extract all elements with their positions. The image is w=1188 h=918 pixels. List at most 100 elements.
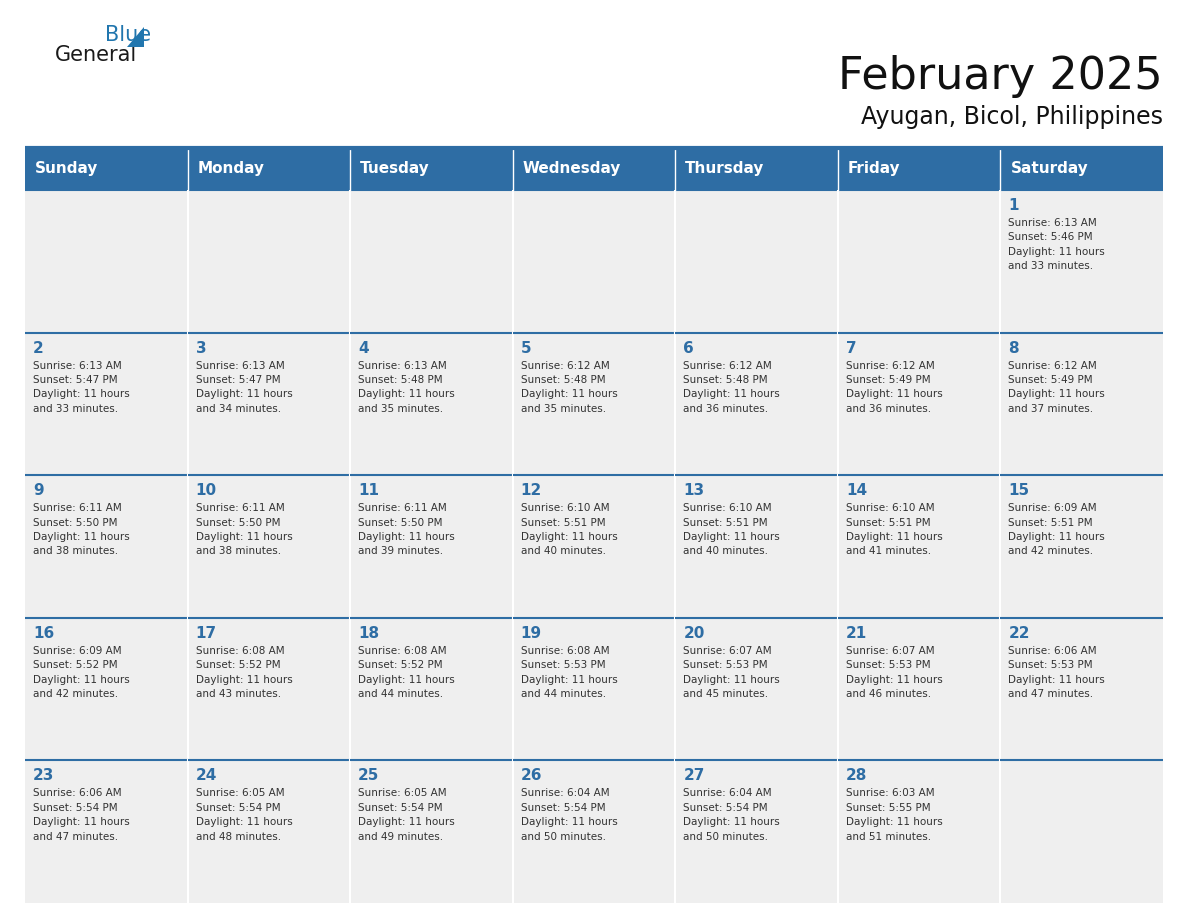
Text: 8: 8 xyxy=(1009,341,1019,355)
Text: 3: 3 xyxy=(196,341,207,355)
Text: 28: 28 xyxy=(846,768,867,783)
Text: 25: 25 xyxy=(358,768,379,783)
Text: Sunrise: 6:12 AM
Sunset: 5:49 PM
Daylight: 11 hours
and 36 minutes.: Sunrise: 6:12 AM Sunset: 5:49 PM Dayligh… xyxy=(846,361,942,414)
Text: Sunrise: 6:09 AM
Sunset: 5:52 PM
Daylight: 11 hours
and 42 minutes.: Sunrise: 6:09 AM Sunset: 5:52 PM Dayligh… xyxy=(33,645,129,699)
Text: Sunrise: 6:07 AM
Sunset: 5:53 PM
Daylight: 11 hours
and 45 minutes.: Sunrise: 6:07 AM Sunset: 5:53 PM Dayligh… xyxy=(683,645,781,699)
Text: Sunrise: 6:08 AM
Sunset: 5:52 PM
Daylight: 11 hours
and 43 minutes.: Sunrise: 6:08 AM Sunset: 5:52 PM Dayligh… xyxy=(196,645,292,699)
Text: Sunrise: 6:11 AM
Sunset: 5:50 PM
Daylight: 11 hours
and 38 minutes.: Sunrise: 6:11 AM Sunset: 5:50 PM Dayligh… xyxy=(196,503,292,556)
Bar xyxy=(350,148,513,190)
Text: 12: 12 xyxy=(520,483,542,498)
Polygon shape xyxy=(127,27,144,47)
Bar xyxy=(675,148,838,190)
Text: 20: 20 xyxy=(683,626,704,641)
Text: Ayugan, Bicol, Philippines: Ayugan, Bicol, Philippines xyxy=(861,105,1163,129)
Bar xyxy=(838,332,1000,476)
Text: 7: 7 xyxy=(846,341,857,355)
Bar xyxy=(25,476,188,618)
Bar xyxy=(513,332,675,476)
Bar xyxy=(350,618,513,760)
Bar xyxy=(675,476,838,618)
Text: Sunrise: 6:10 AM
Sunset: 5:51 PM
Daylight: 11 hours
and 40 minutes.: Sunrise: 6:10 AM Sunset: 5:51 PM Dayligh… xyxy=(683,503,781,556)
Text: Sunrise: 6:07 AM
Sunset: 5:53 PM
Daylight: 11 hours
and 46 minutes.: Sunrise: 6:07 AM Sunset: 5:53 PM Dayligh… xyxy=(846,645,942,699)
Bar xyxy=(675,760,838,903)
Text: Sunrise: 6:12 AM
Sunset: 5:49 PM
Daylight: 11 hours
and 37 minutes.: Sunrise: 6:12 AM Sunset: 5:49 PM Dayligh… xyxy=(1009,361,1105,414)
Text: Sunrise: 6:12 AM
Sunset: 5:48 PM
Daylight: 11 hours
and 35 minutes.: Sunrise: 6:12 AM Sunset: 5:48 PM Dayligh… xyxy=(520,361,618,414)
Bar xyxy=(838,476,1000,618)
Bar xyxy=(188,618,350,760)
Text: Tuesday: Tuesday xyxy=(360,162,430,176)
Text: Sunday: Sunday xyxy=(34,162,99,176)
Bar xyxy=(188,760,350,903)
Text: 4: 4 xyxy=(358,341,368,355)
Bar xyxy=(25,760,188,903)
Text: Thursday: Thursday xyxy=(685,162,765,176)
Text: Sunrise: 6:05 AM
Sunset: 5:54 PM
Daylight: 11 hours
and 49 minutes.: Sunrise: 6:05 AM Sunset: 5:54 PM Dayligh… xyxy=(358,789,455,842)
Bar xyxy=(513,760,675,903)
Bar xyxy=(838,190,1000,332)
Text: February 2025: February 2025 xyxy=(839,55,1163,98)
Text: 6: 6 xyxy=(683,341,694,355)
Text: Monday: Monday xyxy=(197,162,265,176)
Text: Sunrise: 6:04 AM
Sunset: 5:54 PM
Daylight: 11 hours
and 50 minutes.: Sunrise: 6:04 AM Sunset: 5:54 PM Dayligh… xyxy=(520,789,618,842)
Text: Sunrise: 6:13 AM
Sunset: 5:47 PM
Daylight: 11 hours
and 33 minutes.: Sunrise: 6:13 AM Sunset: 5:47 PM Dayligh… xyxy=(33,361,129,414)
Text: Sunrise: 6:11 AM
Sunset: 5:50 PM
Daylight: 11 hours
and 38 minutes.: Sunrise: 6:11 AM Sunset: 5:50 PM Dayligh… xyxy=(33,503,129,556)
Text: 26: 26 xyxy=(520,768,542,783)
Bar xyxy=(350,332,513,476)
Bar xyxy=(188,476,350,618)
Bar xyxy=(350,760,513,903)
Text: Sunrise: 6:06 AM
Sunset: 5:53 PM
Daylight: 11 hours
and 47 minutes.: Sunrise: 6:06 AM Sunset: 5:53 PM Dayligh… xyxy=(1009,645,1105,699)
Bar xyxy=(1000,332,1163,476)
Text: Sunrise: 6:03 AM
Sunset: 5:55 PM
Daylight: 11 hours
and 51 minutes.: Sunrise: 6:03 AM Sunset: 5:55 PM Dayligh… xyxy=(846,789,942,842)
Bar xyxy=(838,618,1000,760)
Bar xyxy=(188,332,350,476)
Text: 13: 13 xyxy=(683,483,704,498)
Text: 11: 11 xyxy=(358,483,379,498)
Bar xyxy=(513,618,675,760)
Text: 10: 10 xyxy=(196,483,216,498)
Bar xyxy=(25,618,188,760)
Text: 21: 21 xyxy=(846,626,867,641)
Text: 5: 5 xyxy=(520,341,531,355)
Text: 1: 1 xyxy=(1009,198,1019,213)
Text: 15: 15 xyxy=(1009,483,1030,498)
Text: 2: 2 xyxy=(33,341,44,355)
Text: Saturday: Saturday xyxy=(1011,162,1088,176)
Bar xyxy=(1000,476,1163,618)
Text: Sunrise: 6:11 AM
Sunset: 5:50 PM
Daylight: 11 hours
and 39 minutes.: Sunrise: 6:11 AM Sunset: 5:50 PM Dayligh… xyxy=(358,503,455,556)
Bar xyxy=(25,148,188,190)
Text: 22: 22 xyxy=(1009,626,1030,641)
Text: General: General xyxy=(55,45,138,65)
Text: Sunrise: 6:13 AM
Sunset: 5:46 PM
Daylight: 11 hours
and 33 minutes.: Sunrise: 6:13 AM Sunset: 5:46 PM Dayligh… xyxy=(1009,218,1105,271)
Text: Sunrise: 6:06 AM
Sunset: 5:54 PM
Daylight: 11 hours
and 47 minutes.: Sunrise: 6:06 AM Sunset: 5:54 PM Dayligh… xyxy=(33,789,129,842)
Text: Sunrise: 6:12 AM
Sunset: 5:48 PM
Daylight: 11 hours
and 36 minutes.: Sunrise: 6:12 AM Sunset: 5:48 PM Dayligh… xyxy=(683,361,781,414)
Text: 18: 18 xyxy=(358,626,379,641)
Text: 17: 17 xyxy=(196,626,216,641)
Text: 24: 24 xyxy=(196,768,217,783)
Text: Blue: Blue xyxy=(105,25,151,45)
Text: Sunrise: 6:05 AM
Sunset: 5:54 PM
Daylight: 11 hours
and 48 minutes.: Sunrise: 6:05 AM Sunset: 5:54 PM Dayligh… xyxy=(196,789,292,842)
Text: Sunrise: 6:09 AM
Sunset: 5:51 PM
Daylight: 11 hours
and 42 minutes.: Sunrise: 6:09 AM Sunset: 5:51 PM Dayligh… xyxy=(1009,503,1105,556)
Text: Sunrise: 6:08 AM
Sunset: 5:53 PM
Daylight: 11 hours
and 44 minutes.: Sunrise: 6:08 AM Sunset: 5:53 PM Dayligh… xyxy=(520,645,618,699)
Text: 19: 19 xyxy=(520,626,542,641)
Bar xyxy=(1000,190,1163,332)
Text: Sunrise: 6:04 AM
Sunset: 5:54 PM
Daylight: 11 hours
and 50 minutes.: Sunrise: 6:04 AM Sunset: 5:54 PM Dayligh… xyxy=(683,789,781,842)
Text: Sunrise: 6:10 AM
Sunset: 5:51 PM
Daylight: 11 hours
and 41 minutes.: Sunrise: 6:10 AM Sunset: 5:51 PM Dayligh… xyxy=(846,503,942,556)
Bar xyxy=(513,476,675,618)
Bar xyxy=(1000,148,1163,190)
Text: Sunrise: 6:10 AM
Sunset: 5:51 PM
Daylight: 11 hours
and 40 minutes.: Sunrise: 6:10 AM Sunset: 5:51 PM Dayligh… xyxy=(520,503,618,556)
Bar xyxy=(513,148,675,190)
Text: 14: 14 xyxy=(846,483,867,498)
Bar xyxy=(350,476,513,618)
Bar xyxy=(350,190,513,332)
Bar xyxy=(675,190,838,332)
Text: 27: 27 xyxy=(683,768,704,783)
Text: Sunrise: 6:13 AM
Sunset: 5:47 PM
Daylight: 11 hours
and 34 minutes.: Sunrise: 6:13 AM Sunset: 5:47 PM Dayligh… xyxy=(196,361,292,414)
Bar xyxy=(1000,618,1163,760)
Bar xyxy=(675,618,838,760)
Bar xyxy=(838,148,1000,190)
Bar xyxy=(188,148,350,190)
Bar xyxy=(838,760,1000,903)
Bar xyxy=(188,190,350,332)
Bar xyxy=(25,332,188,476)
Text: Wednesday: Wednesday xyxy=(523,162,621,176)
